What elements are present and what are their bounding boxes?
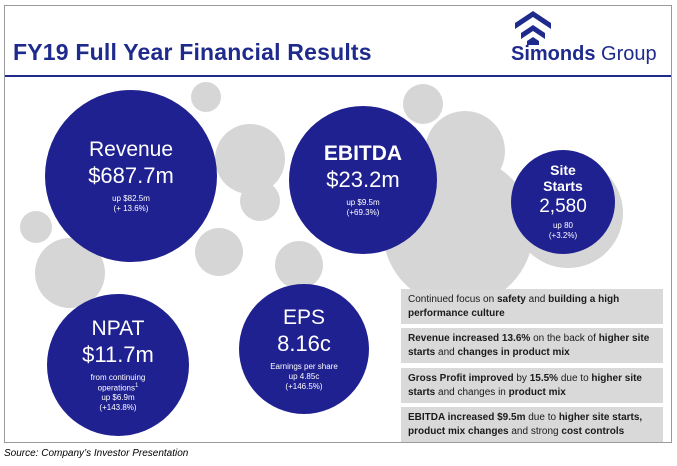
- logo-mark-icon: [515, 11, 551, 45]
- eps-bubble: EPS 8.16c Earnings per share up 4.85c (+…: [239, 284, 369, 414]
- site-starts-bubble: Site Starts 2,580 up 80 (+3.2%): [511, 150, 615, 254]
- footnote-marker: 1: [135, 382, 139, 389]
- commentary-safety: Continued focus on safety and building a…: [401, 289, 663, 324]
- npat-change: up $6.9m: [101, 393, 135, 403]
- site-starts-value: 2,580: [539, 195, 587, 217]
- title-divider: [5, 75, 671, 77]
- npat-label: NPAT: [91, 316, 145, 340]
- decor-circle: [191, 82, 221, 112]
- slide: FY19 Full Year Financial Results Simonds…: [4, 5, 672, 443]
- decor-circle: [275, 241, 323, 289]
- eps-label: EPS: [282, 305, 326, 329]
- decor-circle: [240, 181, 280, 221]
- revenue-bubble: Revenue $687.7m up $82.5m (+ 13.6%): [45, 90, 217, 262]
- npat-pct: (+143.8%): [99, 403, 137, 413]
- ebitda-value: $23.2m: [326, 166, 400, 192]
- site-starts-label-2: Starts: [543, 177, 583, 194]
- npat-bubble: NPAT $11.7m from continuing operations1 …: [47, 294, 189, 436]
- site-starts-label-1: Site: [550, 162, 576, 179]
- eps-note: Earnings per share: [270, 362, 338, 372]
- eps-pct: (+146.5%): [285, 382, 323, 392]
- revenue-pct: (+ 13.6%): [113, 204, 149, 214]
- decor-circle: [195, 228, 243, 276]
- brand-logo: Simonds Group: [505, 9, 657, 69]
- decor-circle: [403, 84, 443, 124]
- revenue-change: up $82.5m: [112, 194, 150, 204]
- revenue-label: Revenue: [88, 137, 174, 161]
- ebitda-label: EBITDA: [323, 141, 403, 165]
- commentary-revenue: Revenue increased 13.6% on the back of h…: [401, 328, 663, 363]
- ebitda-bubble: EBITDA $23.2m up $9.5m (+69.3%): [289, 106, 437, 254]
- ebitda-change: up $9.5m: [346, 198, 380, 208]
- brand-name: Simonds Group: [511, 43, 657, 65]
- site-starts-pct: (+3.2%): [548, 230, 578, 240]
- revenue-value: $687.7m: [88, 162, 174, 188]
- npat-note-2: operations1: [97, 382, 139, 393]
- decor-circle: [20, 211, 52, 243]
- eps-change: up 4.85c: [288, 372, 320, 382]
- npat-value: $11.7m: [82, 341, 154, 367]
- commentary-gross-profit: Gross Profit improved by 15.5% due to hi…: [401, 368, 663, 403]
- ebitda-pct: (+69.3%): [346, 208, 380, 218]
- source-caption: Source: Company’s Investor Presentation: [4, 448, 189, 459]
- eps-value: 8.16c: [277, 330, 331, 356]
- commentary-ebitda: EBITDA increased $9.5m due to higher sit…: [401, 407, 663, 442]
- page-title: FY19 Full Year Financial Results: [13, 39, 372, 65]
- site-starts-change: up 80: [552, 220, 574, 230]
- npat-note-1: from continuing: [90, 372, 146, 382]
